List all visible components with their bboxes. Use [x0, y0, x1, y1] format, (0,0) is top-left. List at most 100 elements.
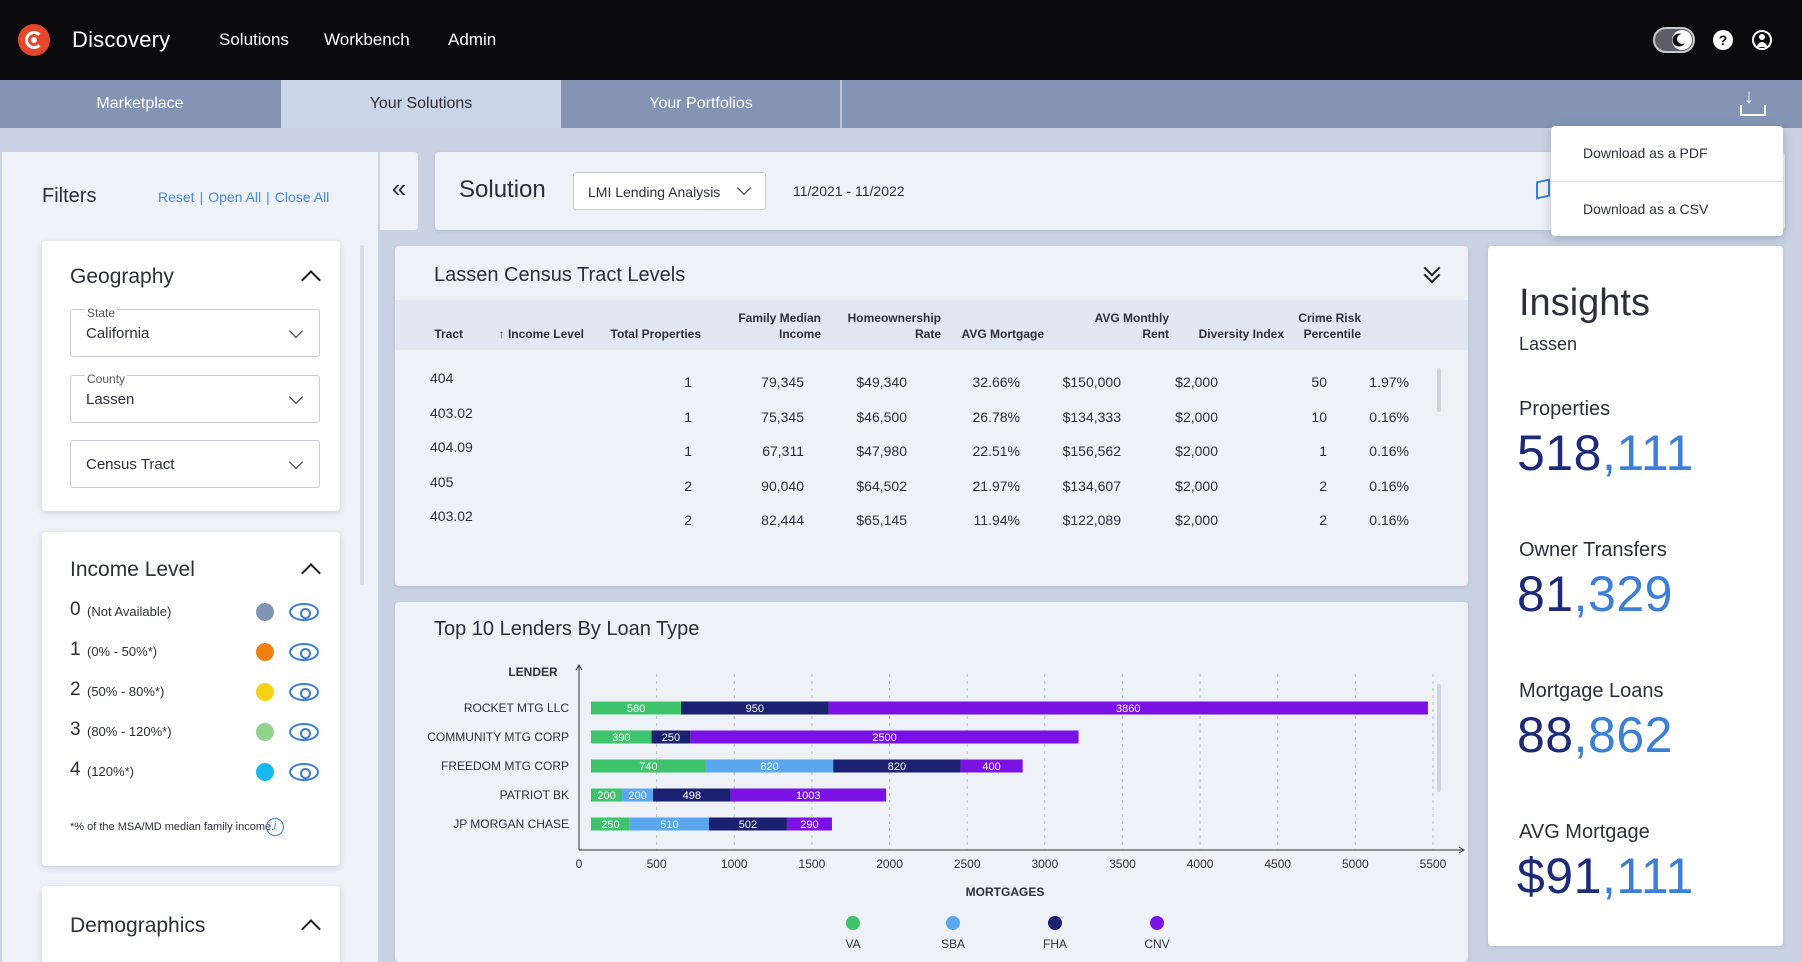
income-color-dot [256, 763, 274, 781]
open-all-link[interactable]: Open All [208, 189, 262, 205]
user-account-icon[interactable] [1752, 30, 1772, 50]
solution-select[interactable]: LMI Lending Analysis [573, 172, 766, 210]
metric-value-major: 88 [1517, 707, 1574, 763]
state-select[interactable]: State California [70, 306, 320, 357]
bar-segment-sba[interactable] [622, 788, 654, 802]
dark-mode-toggle[interactable] [1653, 27, 1695, 53]
eye-icon[interactable] [289, 643, 319, 661]
table-cell: 2 [1319, 477, 1327, 494]
table-cell: 404 [430, 370, 454, 386]
table-cell: $134,607 [1062, 477, 1121, 494]
bar-segment-fha[interactable] [653, 788, 731, 802]
income-level-number: 2 [70, 679, 81, 700]
nav-workbench[interactable]: Workbench [324, 30, 410, 49]
discovery-logo-icon[interactable] [18, 24, 50, 56]
chevron-up-icon[interactable] [301, 270, 321, 290]
bar-segment-cnv[interactable] [960, 759, 1023, 773]
nav-solutions[interactable]: Solutions [219, 30, 289, 49]
census-tract-select[interactable]: Census Tract [70, 440, 320, 488]
eye-icon[interactable] [289, 603, 319, 621]
legend-marker-cnv[interactable] [1150, 916, 1164, 930]
bar-segment-cnv[interactable] [730, 788, 887, 802]
x-tick-label: 0 [576, 857, 583, 871]
chevron-up-icon[interactable] [301, 919, 321, 939]
eye-icon[interactable] [289, 723, 319, 741]
metric-value: 88,862 [1517, 706, 1673, 764]
table-column-header[interactable]: Total Properties [611, 326, 701, 342]
table-row[interactable]: 403.02 1 75,345 $46,500 26.78% $134,333 $2,000… [395, 405, 1435, 433]
eye-icon[interactable] [289, 763, 319, 781]
y-axis-label: LENDER [508, 665, 558, 679]
x-tick-label: 1500 [799, 857, 826, 871]
table-column-header[interactable]: AVG Mortgage [962, 326, 1044, 342]
collapse-sidebar-button[interactable]: « [380, 152, 418, 230]
legend-marker-fha[interactable] [1048, 916, 1062, 930]
download-pdf-item[interactable]: Download as a PDF [1583, 145, 1708, 161]
table-column-header[interactable]: Family Median Income [738, 310, 821, 342]
x-tick-label: 1000 [721, 857, 748, 871]
bar-value-label: 502 [739, 819, 757, 831]
legend-label: FHA [1043, 937, 1067, 951]
bar-segment-va[interactable] [591, 701, 682, 715]
map-icon[interactable] [1536, 178, 1550, 200]
table-scrollbar[interactable] [1437, 368, 1441, 412]
table-row[interactable]: 403.02 2 82,444 $65,145 11.94% $122,089 $2,000… [395, 508, 1435, 536]
chart-title: Top 10 Lenders By Loan Type [434, 618, 700, 640]
bar-segment-sba[interactable] [705, 759, 834, 773]
table-row[interactable]: 404.09 1 67,311 $47,980 22.51% $156,562 $2,000… [395, 439, 1435, 467]
table-cell: 403.02 [430, 508, 473, 524]
download-csv-item[interactable]: Download as a CSV [1583, 201, 1709, 217]
bar-value-label: 290 [800, 819, 818, 831]
bar-segment-fha[interactable] [681, 701, 829, 715]
table-cell: 1 [684, 408, 692, 425]
bar-segment-fha[interactable] [651, 730, 691, 744]
bar-segment-va[interactable] [591, 759, 706, 773]
tab-your-solutions[interactable]: Your Solutions [281, 80, 561, 128]
help-icon[interactable]: ? [1713, 30, 1733, 50]
bar-segment-va[interactable] [591, 817, 630, 831]
metric-value-minor: ,862 [1573, 707, 1673, 763]
bar-segment-cnv[interactable] [828, 701, 1428, 715]
table-row[interactable]: 405 2 90,040 $64,502 21.97% $134,607 $2,000 2 0.… [395, 474, 1435, 502]
lenders-chart-card: Top 10 Lenders By Loan Type LENDER 0 500 10… [395, 602, 1468, 962]
x-tick-label: 2500 [954, 857, 981, 871]
table-column-header[interactable]: Diversity Index [1199, 326, 1284, 342]
info-icon[interactable]: i [266, 818, 284, 836]
close-all-link[interactable]: Close All [274, 189, 330, 205]
y-tick-label: PATRIOT BK [500, 788, 569, 802]
x-tick-label: 2000 [876, 857, 903, 871]
tab-your-portfolios[interactable]: Your Portfolios [649, 95, 753, 112]
table-column-header[interactable]: ↑ Income Level [499, 326, 584, 342]
filters-title: Filters [42, 185, 97, 207]
table-column-header[interactable]: Tract [434, 326, 463, 342]
y-tick-label: COMMUNITY MTG CORP [427, 730, 569, 744]
county-select[interactable]: County Lassen [70, 372, 320, 423]
table-cell: 32.66% [972, 374, 1020, 390]
bar-segment-cnv[interactable] [690, 730, 1079, 744]
chevron-up-icon[interactable] [301, 563, 321, 583]
bar-segment-fha[interactable] [709, 817, 787, 831]
bar-segment-cnv[interactable] [786, 817, 832, 831]
metric-value: 518,111 [1517, 424, 1694, 482]
table-column-header[interactable]: AVG Monthly Rent [1095, 310, 1169, 342]
bar-segment-sba[interactable] [629, 817, 710, 831]
legend-marker-va[interactable] [846, 916, 860, 930]
double-chevron-down-icon[interactable] [1422, 262, 1442, 284]
reset-link[interactable]: Reset [158, 189, 195, 205]
bar-segment-va[interactable] [591, 730, 652, 744]
sidebar-scrollbar[interactable] [360, 245, 364, 585]
table-row[interactable]: 404 1 79,345 $49,340 32.66% $150,000 $2,000 50 1… [395, 370, 1435, 398]
eye-icon[interactable] [289, 683, 319, 701]
table-column-header[interactable]: Homeownership Rate [848, 310, 941, 342]
download-icon[interactable] [1740, 86, 1766, 116]
income-level-number: 1 [70, 639, 81, 660]
legend-marker-sba[interactable] [946, 916, 960, 930]
bar-segment-va[interactable] [591, 788, 623, 802]
nav-admin[interactable]: Admin [448, 30, 497, 49]
tab-marketplace[interactable]: Marketplace [96, 95, 184, 112]
table-column-header[interactable]: Crime Risk Percentile [1298, 310, 1361, 342]
state-label: State [85, 306, 118, 320]
chart-scrollbar[interactable] [1437, 684, 1441, 792]
bar-value-label: 580 [627, 703, 645, 715]
bar-segment-fha[interactable] [833, 759, 961, 773]
